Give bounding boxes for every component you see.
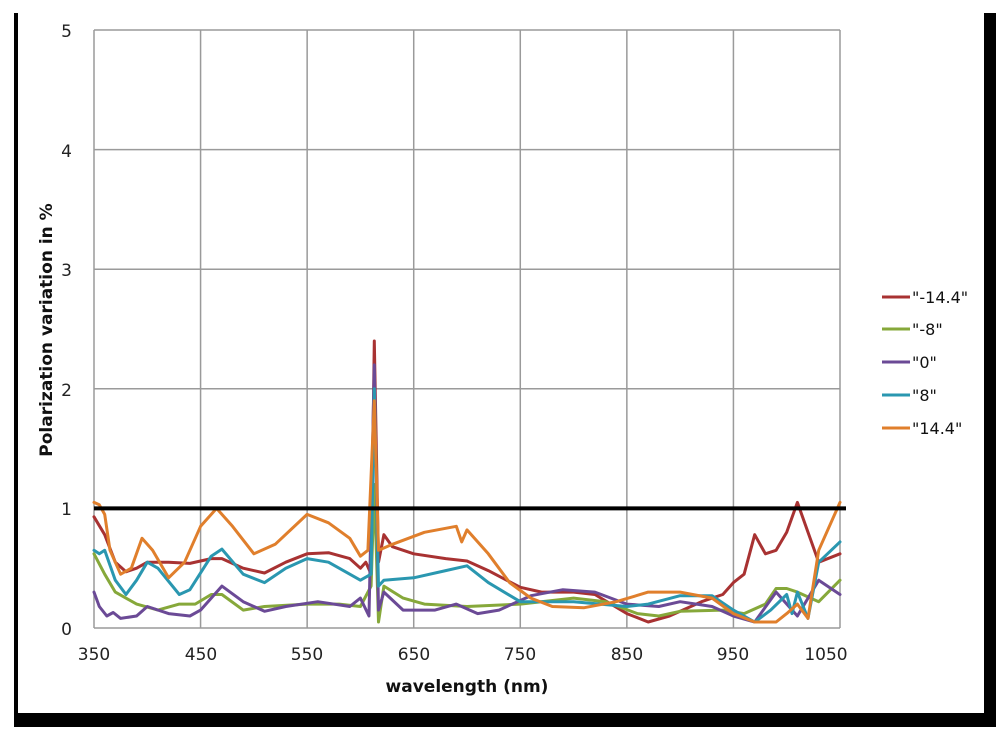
x-axis-ticks: 350 450 550 650 750 850 950 1050 xyxy=(78,645,848,665)
series-lines xyxy=(92,339,842,624)
x-axis-title: wavelength (nm) xyxy=(386,677,549,697)
legend-label-0: "0" xyxy=(912,353,937,372)
y-tick-label: 5 xyxy=(61,22,72,42)
series-line-0 xyxy=(92,339,842,624)
legend-label-neg-8: "-8" xyxy=(912,320,943,339)
y-tick-label: 1 xyxy=(61,500,72,520)
y-tick-label: 0 xyxy=(61,620,72,640)
x-tick-label: 550 xyxy=(291,645,323,665)
x-tick-label: 1050 xyxy=(804,645,847,665)
legend: "-14.4" "-8" "0" "8" "14.4" xyxy=(882,288,968,438)
y-tick-label: 4 xyxy=(61,142,72,162)
legend-label-8: "8" xyxy=(912,386,937,405)
frame-bottom-shadow xyxy=(14,713,996,727)
series-line-1 xyxy=(92,483,842,624)
frame-right-shadow xyxy=(984,13,996,727)
series-line-4 xyxy=(92,399,842,624)
y-tick-label: 2 xyxy=(61,381,72,401)
series-line-2 xyxy=(92,363,842,624)
x-tick-label: 850 xyxy=(611,645,643,665)
frame-left-border xyxy=(14,13,18,727)
x-tick-label: 950 xyxy=(717,645,749,665)
x-tick-label: 650 xyxy=(398,645,430,665)
x-tick-label: 750 xyxy=(504,645,536,665)
y-axis-ticks: 0 1 2 3 4 5 xyxy=(61,22,72,640)
legend-label-14-4: "14.4" xyxy=(912,419,962,438)
x-tick-label: 450 xyxy=(185,645,217,665)
legend-label-neg-14-4: "-14.4" xyxy=(912,288,968,307)
y-axis-title: Polarization variation in % xyxy=(37,203,57,456)
x-tick-label: 350 xyxy=(78,645,110,665)
y-tick-label: 3 xyxy=(61,261,72,281)
plot-grid xyxy=(93,29,841,629)
